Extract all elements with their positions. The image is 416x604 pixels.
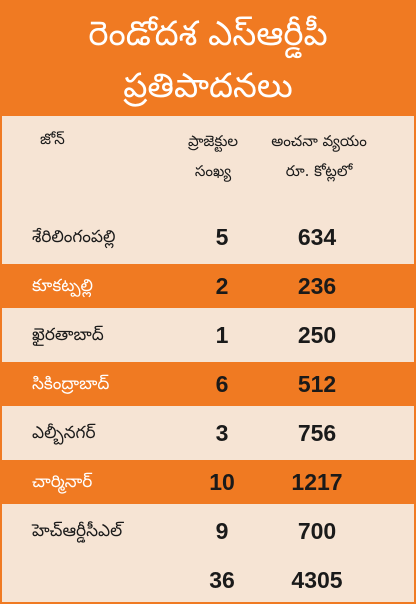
project-count: 6 bbox=[215, 371, 229, 397]
table-row: శేరిలింగంపల్లి 5 634 bbox=[2, 215, 414, 259]
table-row: చార్మినార్ 10 1217 bbox=[2, 460, 414, 504]
total-estimated-cost: 4305 bbox=[291, 567, 343, 593]
project-count: 5 bbox=[215, 224, 229, 250]
estimated-cost: 700 bbox=[297, 518, 337, 544]
column-header-cost-line1: అంచనా వ్యయం bbox=[271, 132, 367, 150]
project-count: 1 bbox=[215, 322, 229, 348]
column-header-count: ప్రాజెక్టుల సంఖ్య bbox=[170, 126, 256, 186]
zone-name: ఖైరతాబాద్ bbox=[32, 325, 104, 345]
table-row: హెచ్ఆర్డీసీఎల్ 9 700 bbox=[2, 509, 414, 553]
title-banner: రెండోదశ ఎస్ఆర్డీపీ ప్రతిపాదనలు bbox=[2, 0, 414, 116]
project-count: 3 bbox=[215, 420, 229, 446]
column-header-cost-line2: రూ. కోట్లలో bbox=[285, 162, 353, 180]
estimated-cost: 634 bbox=[297, 224, 337, 250]
project-count: 9 bbox=[215, 518, 229, 544]
estimated-cost: 250 bbox=[297, 322, 337, 348]
total-project-count: 36 bbox=[209, 567, 235, 593]
table-row: కూకట్పల్లి 2 236 bbox=[2, 264, 414, 308]
zone-name: కూకట్పల్లి bbox=[32, 276, 93, 296]
column-header-count-line2: సంఖ్య bbox=[194, 162, 232, 180]
estimated-cost: 512 bbox=[297, 371, 337, 397]
zone-name: హెచ్ఆర్డీసీఎల్ bbox=[32, 521, 123, 541]
table-row: ఎల్బీనగర్ 3 756 bbox=[2, 411, 414, 455]
estimated-cost: 756 bbox=[297, 420, 337, 446]
project-count: 10 bbox=[209, 469, 235, 495]
title-line-2: ప్రతిపాదనలు bbox=[123, 66, 293, 106]
zone-name: ఎల్బీనగర్ bbox=[32, 423, 96, 443]
table-row: ఖైరతాబాద్ 1 250 bbox=[2, 313, 414, 357]
zone-name: సికింద్రాబాద్ bbox=[32, 374, 110, 394]
estimated-cost: 236 bbox=[297, 273, 337, 299]
zone-name: చార్మినార్ bbox=[32, 472, 93, 492]
zone-name: శేరిలింగంపల్లి bbox=[32, 227, 116, 247]
column-header-zone: జోన్ bbox=[40, 130, 65, 148]
project-count: 2 bbox=[215, 273, 229, 299]
title-line-1: రెండోదశ ఎస్ఆర్డీపీ bbox=[88, 14, 328, 54]
column-header-cost: అంచనా వ్యయం రూ. కోట్లలో bbox=[260, 126, 378, 186]
column-header-count-line1: ప్రాజెక్టుల bbox=[187, 132, 239, 150]
estimated-cost: 1217 bbox=[291, 469, 343, 495]
table-row: సికింద్రాబాద్ 6 512 bbox=[2, 362, 414, 406]
total-row: 36 4305 bbox=[2, 558, 414, 602]
